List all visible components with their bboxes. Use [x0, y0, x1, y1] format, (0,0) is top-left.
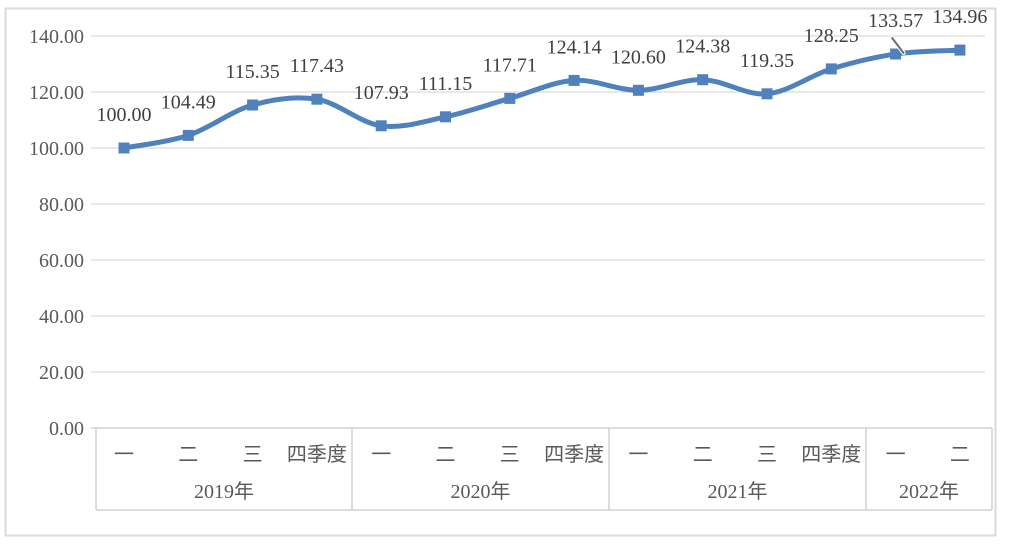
y-axis-tick-label: 60.00 — [39, 250, 84, 272]
data-point-marker — [697, 74, 709, 86]
data-point-label: 124.38 — [675, 36, 730, 58]
y-axis-tick-label: 20.00 — [39, 362, 84, 384]
data-point-label: 133.57 — [868, 10, 923, 32]
data-point-marker — [118, 142, 130, 154]
data-point-label: 104.49 — [161, 91, 216, 113]
data-point-marker — [440, 111, 451, 123]
data-point-label: 120.60 — [611, 46, 666, 68]
quarter-tick-label: 一 — [114, 444, 134, 466]
y-axis-tick-label: 0.00 — [49, 418, 84, 440]
series-line — [121, 47, 963, 151]
data-point-label: 111.15 — [419, 73, 473, 95]
year-tick-label: 2020年 — [451, 480, 511, 503]
data-point-label: 134.96 — [932, 6, 987, 28]
quarter-tick-label: 二 — [693, 444, 713, 466]
data-point-label: 128.25 — [804, 25, 859, 47]
data-point-marker — [632, 84, 644, 96]
y-axis-tick-label: 100.00 — [29, 138, 84, 160]
y-axis-tick-label: 140.00 — [29, 26, 84, 48]
data-point-marker — [504, 92, 516, 104]
data-point-marker — [890, 48, 902, 60]
data-point-label: 115.35 — [225, 61, 279, 83]
quarter-tick-label: 一 — [371, 444, 391, 466]
data-point-marker — [954, 44, 966, 56]
mouse-cursor — [891, 37, 905, 54]
data-point-label: 124.14 — [547, 36, 602, 58]
data-point-marker — [182, 129, 194, 141]
quarter-tick-label: 一 — [886, 444, 906, 466]
data-point-marker — [311, 93, 323, 105]
data-point-label: 117.43 — [290, 55, 344, 77]
y-axis-tick-label: 40.00 — [39, 306, 84, 328]
year-tick-label: 2019年 — [194, 480, 254, 503]
quarter-tick-label: 四季度 — [544, 443, 604, 466]
y-axis-tick-label: 120.00 — [29, 82, 84, 104]
quarter-tick-label: 二 — [178, 444, 198, 466]
data-point-label: 100.00 — [97, 104, 152, 126]
quarter-tick-label: 二 — [950, 444, 970, 466]
data-point-marker — [375, 120, 387, 132]
quarter-tick-label: 二 — [436, 444, 456, 466]
data-point-marker — [825, 63, 837, 75]
data-point-marker — [761, 88, 773, 100]
data-point-marker — [247, 99, 259, 111]
quarter-tick-label: 三 — [500, 444, 520, 466]
y-axis-tick-label: 80.00 — [39, 194, 84, 216]
data-point-marker — [568, 74, 580, 86]
chart-frame-border — [4, 7, 997, 537]
quarter-tick-label: 一 — [628, 444, 648, 466]
quarter-tick-label: 四季度 — [801, 443, 861, 466]
year-tick-label: 2022年 — [899, 480, 959, 503]
quarter-tick-label: 三 — [757, 444, 777, 466]
data-point-label: 119.35 — [740, 50, 794, 72]
quarter-tick-label: 三 — [243, 444, 263, 466]
data-point-label: 117.71 — [483, 54, 537, 76]
quarter-tick-label: 四季度 — [287, 443, 347, 466]
data-point-label: 107.93 — [354, 82, 409, 104]
year-tick-label: 2021年 — [708, 480, 768, 503]
